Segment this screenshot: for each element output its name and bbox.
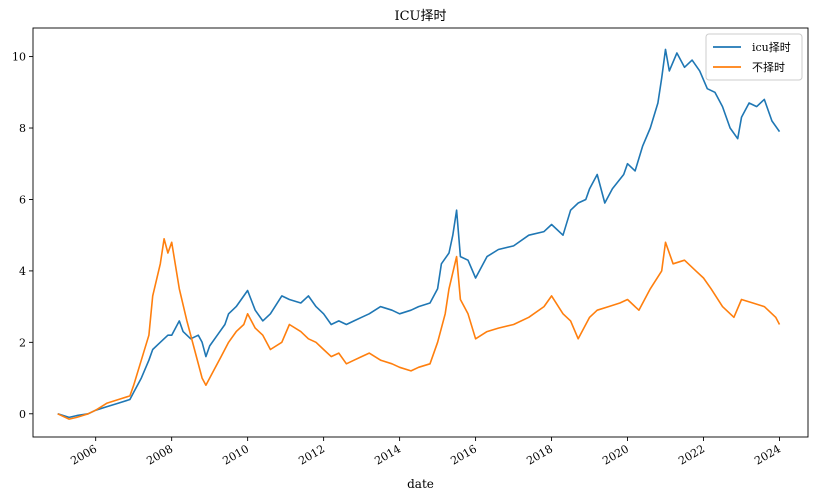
- y-tick-label: 4: [19, 265, 26, 278]
- series-line-2: [57, 238, 781, 420]
- y-axis: 0 2 4 6 8 10: [12, 51, 33, 421]
- y-tick-label: 10: [12, 51, 26, 64]
- chart-title: ICU择时: [394, 9, 446, 24]
- y-tick-label: 2: [19, 336, 26, 349]
- x-axis-label: date: [407, 477, 434, 491]
- legend-box: [705, 33, 803, 81]
- legend-label-1: icu择时: [752, 40, 791, 54]
- y-tick-label: 6: [19, 193, 26, 206]
- y-tick-label: 8: [19, 122, 26, 135]
- series-line-1: [57, 48, 781, 419]
- y-tick-label: 0: [19, 408, 26, 421]
- plot-area: [32, 27, 809, 438]
- legend-label-2: 不择时: [752, 60, 785, 74]
- plot-frame: [32, 27, 809, 438]
